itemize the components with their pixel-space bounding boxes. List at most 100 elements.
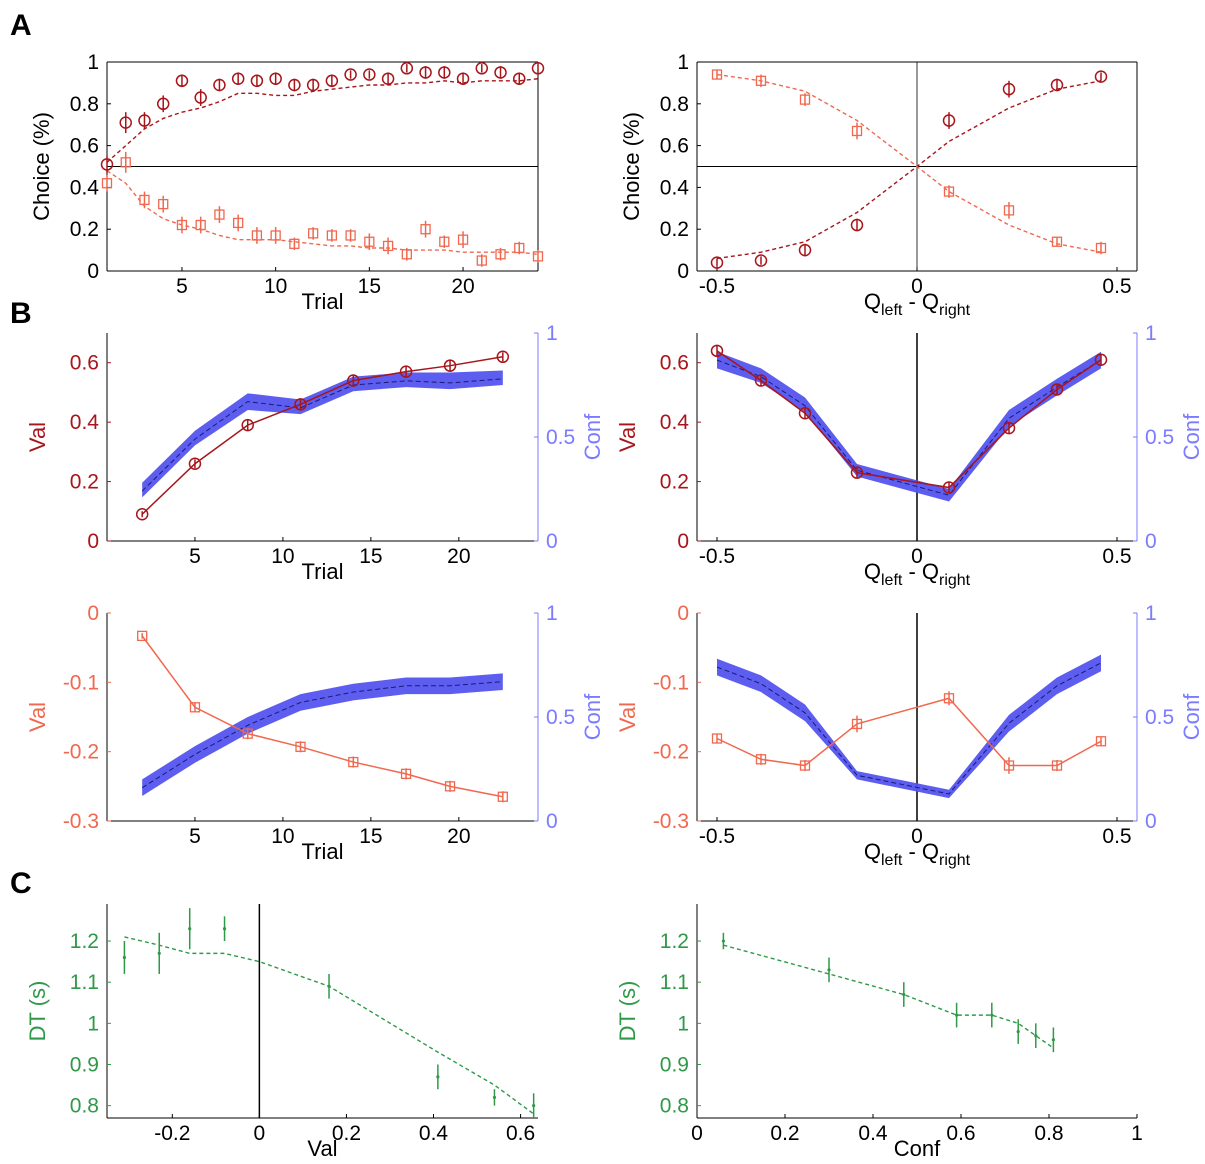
data-point: [943, 186, 955, 197]
y-tick-label: 0.4: [70, 411, 100, 434]
y-right-tick-label: 0: [1145, 530, 1157, 553]
data-point: [497, 791, 508, 802]
y-tick-label: 0.8: [660, 1095, 689, 1118]
data-point: [306, 78, 320, 92]
y-tick-label: -0.1: [63, 671, 99, 694]
data-point: [444, 781, 456, 792]
x-tick-label: 0.5: [1102, 825, 1131, 848]
data-point: [955, 1013, 959, 1017]
x-tick-label: 5: [176, 275, 188, 298]
data-point: [1050, 383, 1064, 396]
x-axis-label-sub: right: [939, 302, 971, 319]
data-point: [289, 238, 300, 249]
y-tick-label: 0.8: [70, 93, 99, 116]
y-tick-label: 1.1: [70, 971, 99, 994]
y-right-tick-label: 1: [1145, 602, 1157, 625]
model-line: [106, 78, 539, 163]
y-axis-label: Choice (%): [29, 112, 54, 221]
y-tick-label: -0.2: [63, 741, 99, 764]
x-tick-label: 0.6: [506, 1122, 535, 1145]
x-axis-label-sub: left: [881, 302, 903, 319]
data-point: [990, 1013, 994, 1017]
y-right-axis-label: Conf: [580, 693, 605, 740]
x-tick-label: 0.6: [946, 1122, 975, 1145]
y-right-axis-label: Conf: [1179, 693, 1204, 740]
data-point: [250, 74, 264, 88]
data-point: [1051, 236, 1063, 247]
y-tick-label: 0.8: [70, 1095, 99, 1118]
data-point: [1051, 1038, 1055, 1042]
y-axis-label: Val: [615, 422, 640, 452]
data-point: [1002, 421, 1016, 435]
data-point: [213, 78, 226, 92]
chart-a-left: 5 10 15 20 0 0.2 0.4 0.6 0.8 1 Choice (%) Trial: [29, 51, 545, 314]
y-tick-label: 0.6: [70, 352, 99, 375]
x-axis-label-part: - Q: [902, 289, 939, 314]
confidence-mean-line: [141, 681, 503, 789]
y-tick-label: 0.9: [660, 1054, 689, 1077]
x-tick-label: 0: [254, 1122, 266, 1145]
data-point: [399, 365, 413, 378]
y-tick-label: 1.2: [70, 930, 99, 953]
data-point: [456, 72, 470, 85]
data-point: [798, 406, 812, 420]
data-point: [214, 209, 225, 220]
x-axis-label: Val: [307, 1136, 337, 1161]
data-point: [188, 927, 192, 931]
y-right-axis-label: Conf: [1179, 413, 1204, 460]
data-point: [943, 693, 955, 704]
chart-b-bottom-right: -0.5 0 0.5 -0.3 -0.2 -0.1 0 0 0.5 1 Conf Val Qleft -…: [615, 602, 1204, 869]
data-point: [195, 219, 206, 231]
y-tick-label: 0.2: [70, 471, 99, 494]
data-point: [231, 72, 245, 85]
x-axis-label: Qleft - Qright: [864, 839, 971, 869]
data-point: [326, 230, 338, 241]
x-axis-label-part: Q: [864, 289, 881, 314]
y-tick-label: -0.2: [653, 741, 689, 764]
data-point: [157, 951, 161, 955]
y-tick-label: 0.2: [660, 471, 689, 494]
data-point: [1095, 736, 1107, 747]
x-axis-label-sub: right: [939, 852, 971, 869]
x-tick-label: 0.5: [1102, 275, 1131, 298]
data-point: [400, 768, 412, 780]
x-tick-label: 1: [1131, 1122, 1143, 1145]
data-point: [1051, 760, 1063, 771]
data-point: [755, 75, 767, 86]
y-axis-label: DT (s): [25, 981, 50, 1042]
x-axis-label-sub: left: [881, 852, 903, 869]
x-tick-label: 5: [189, 825, 201, 848]
y-axis-label: Val: [25, 702, 50, 732]
series-line: [141, 635, 503, 798]
data-point: [851, 718, 863, 730]
x-tick-label: 0: [911, 545, 923, 568]
data-point: [1034, 1034, 1038, 1038]
data-point: [942, 481, 956, 494]
x-axis-label-sub: left: [881, 572, 903, 589]
x-tick-label: 5: [189, 545, 201, 568]
series-line: [716, 697, 1102, 767]
data-point: [443, 359, 457, 372]
data-point: [798, 243, 812, 257]
data-point: [494, 66, 507, 79]
data-point: [233, 217, 244, 229]
y-tick-label: 0.6: [70, 135, 99, 158]
y-right-axis-label: Conf: [580, 413, 605, 460]
y-tick-label: 0.2: [660, 218, 689, 241]
data-point: [363, 68, 376, 81]
x-axis-label-part: - Q: [902, 839, 939, 864]
data-point: [799, 94, 811, 105]
chart-b-top-right: -0.5 0 0.5 0 0.2 0.4 0.6 0 0.5 1 Conf Val Qleft - Qr…: [615, 322, 1204, 589]
x-tick-label: -0.5: [699, 825, 735, 848]
y-axis-label: Choice (%): [619, 112, 644, 221]
data-point: [294, 398, 307, 411]
data-point: [902, 992, 906, 997]
x-axis-label: Qleft - Qright: [864, 559, 971, 589]
data-point: [270, 230, 281, 241]
y-tick-label: 0: [87, 530, 99, 553]
y-tick-label: 1: [87, 1012, 99, 1035]
data-point: [158, 198, 169, 210]
data-point: [175, 74, 189, 88]
y-tick-label: 0: [87, 260, 99, 283]
confidence-band: [717, 654, 1101, 799]
